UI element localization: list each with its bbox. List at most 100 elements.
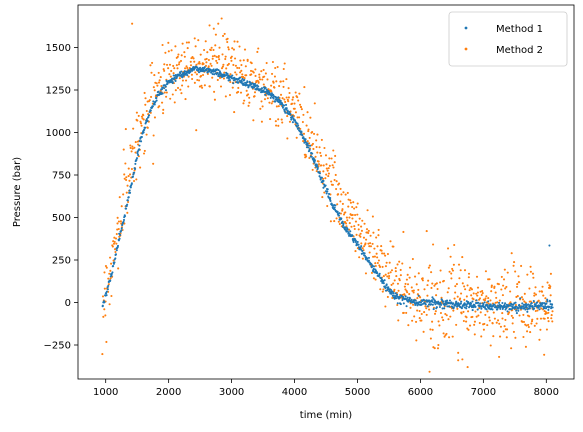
data-point-method-1	[479, 302, 482, 305]
data-point-method-2	[281, 97, 284, 100]
data-point-method-2	[473, 323, 476, 326]
data-point-method-1	[326, 188, 329, 191]
x-tick-label: 2000	[156, 387, 181, 398]
data-point-method-2	[332, 149, 335, 152]
data-point-method-1	[390, 292, 393, 295]
data-point-method-2	[389, 240, 392, 243]
data-point-method-2	[135, 178, 138, 181]
data-point-method-2	[192, 57, 195, 60]
data-point-method-2	[397, 319, 400, 322]
data-point-method-2	[433, 284, 436, 287]
data-point-method-1	[470, 306, 474, 309]
data-point-method-2	[468, 324, 472, 327]
data-point-method-2	[359, 235, 362, 238]
data-point-method-2	[384, 273, 387, 276]
data-point-method-2	[122, 193, 125, 196]
data-point-method-1	[157, 90, 160, 93]
data-point-method-2	[168, 63, 172, 66]
data-point-method-1	[135, 158, 138, 161]
data-point-method-2	[410, 286, 413, 289]
data-point-method-1	[122, 218, 126, 221]
data-point-method-2	[431, 282, 434, 285]
data-point-method-2	[445, 332, 448, 335]
data-point-method-2	[132, 127, 135, 130]
data-point-method-1	[538, 308, 541, 311]
data-point-method-2	[349, 201, 352, 204]
data-point-method-2	[113, 248, 117, 251]
y-tick-label: 500	[52, 213, 71, 224]
data-point-method-1	[264, 93, 267, 96]
data-point-method-2	[549, 272, 552, 275]
data-point-method-2	[449, 255, 452, 258]
data-point-method-2	[463, 285, 466, 288]
data-point-method-1	[383, 279, 386, 282]
data-point-method-2	[227, 46, 230, 49]
data-point-method-2	[361, 247, 364, 250]
data-point-method-2	[161, 101, 164, 104]
data-point-method-2	[126, 211, 129, 214]
data-point-method-2	[142, 118, 145, 121]
data-point-method-2	[447, 287, 450, 290]
data-point-method-2	[163, 91, 166, 94]
data-point-method-2	[465, 320, 468, 323]
data-point-method-2	[215, 55, 218, 58]
data-point-method-2	[242, 59, 245, 62]
data-point-method-2	[518, 314, 521, 317]
data-point-method-2	[461, 358, 464, 361]
data-point-method-2	[475, 292, 478, 295]
data-point-method-2	[327, 175, 330, 178]
data-point-method-2	[540, 290, 544, 293]
data-point-method-2	[146, 126, 149, 129]
data-point-method-2	[515, 285, 519, 288]
data-point-method-2	[437, 320, 440, 323]
data-point-method-1	[129, 186, 132, 189]
data-point-method-2	[365, 238, 368, 241]
data-point-method-2	[131, 145, 134, 148]
data-point-method-2	[374, 262, 377, 265]
data-point-method-2	[160, 85, 163, 88]
data-point-method-1	[241, 77, 244, 80]
data-point-method-1	[253, 86, 256, 89]
data-point-method-1	[521, 302, 524, 305]
data-point-method-2	[207, 59, 210, 62]
data-point-method-2	[404, 282, 407, 285]
data-point-method-1	[147, 116, 150, 119]
data-point-method-2	[386, 295, 389, 298]
data-point-method-2	[263, 75, 266, 78]
legend-label-method-2: Method 2	[496, 45, 543, 56]
data-point-method-2	[490, 290, 493, 293]
data-point-method-2	[528, 287, 531, 290]
data-point-method-2	[172, 64, 175, 68]
data-point-method-1	[327, 192, 331, 196]
data-point-method-2	[465, 316, 468, 319]
data-point-method-2	[452, 309, 455, 312]
data-point-method-2	[237, 86, 240, 90]
data-point-method-1	[477, 301, 480, 304]
data-point-method-2	[495, 296, 498, 299]
data-point-method-2	[330, 180, 333, 183]
data-point-method-2	[294, 91, 297, 94]
data-point-method-1	[135, 157, 139, 160]
data-point-method-1	[211, 72, 214, 76]
data-point-method-1	[304, 141, 308, 144]
data-point-method-1	[122, 220, 125, 223]
data-point-method-2	[144, 97, 147, 100]
data-point-method-2	[464, 288, 467, 291]
data-point-method-2	[494, 301, 497, 304]
data-point-method-2	[319, 154, 323, 157]
data-point-method-1	[272, 93, 275, 96]
data-point-method-1	[426, 305, 429, 308]
data-point-method-2	[323, 191, 326, 194]
data-point-method-2	[357, 223, 360, 226]
data-point-method-2	[307, 130, 310, 133]
data-point-method-2	[287, 100, 290, 103]
data-point-method-2	[323, 146, 326, 150]
data-point-method-2	[123, 177, 126, 180]
data-point-method-2	[234, 64, 237, 67]
data-point-method-2	[433, 347, 436, 350]
data-point-method-2	[212, 27, 215, 30]
data-point-method-1	[551, 306, 554, 309]
data-point-method-2	[487, 297, 490, 300]
data-point-method-1	[105, 290, 108, 293]
data-point-method-1	[124, 207, 128, 210]
